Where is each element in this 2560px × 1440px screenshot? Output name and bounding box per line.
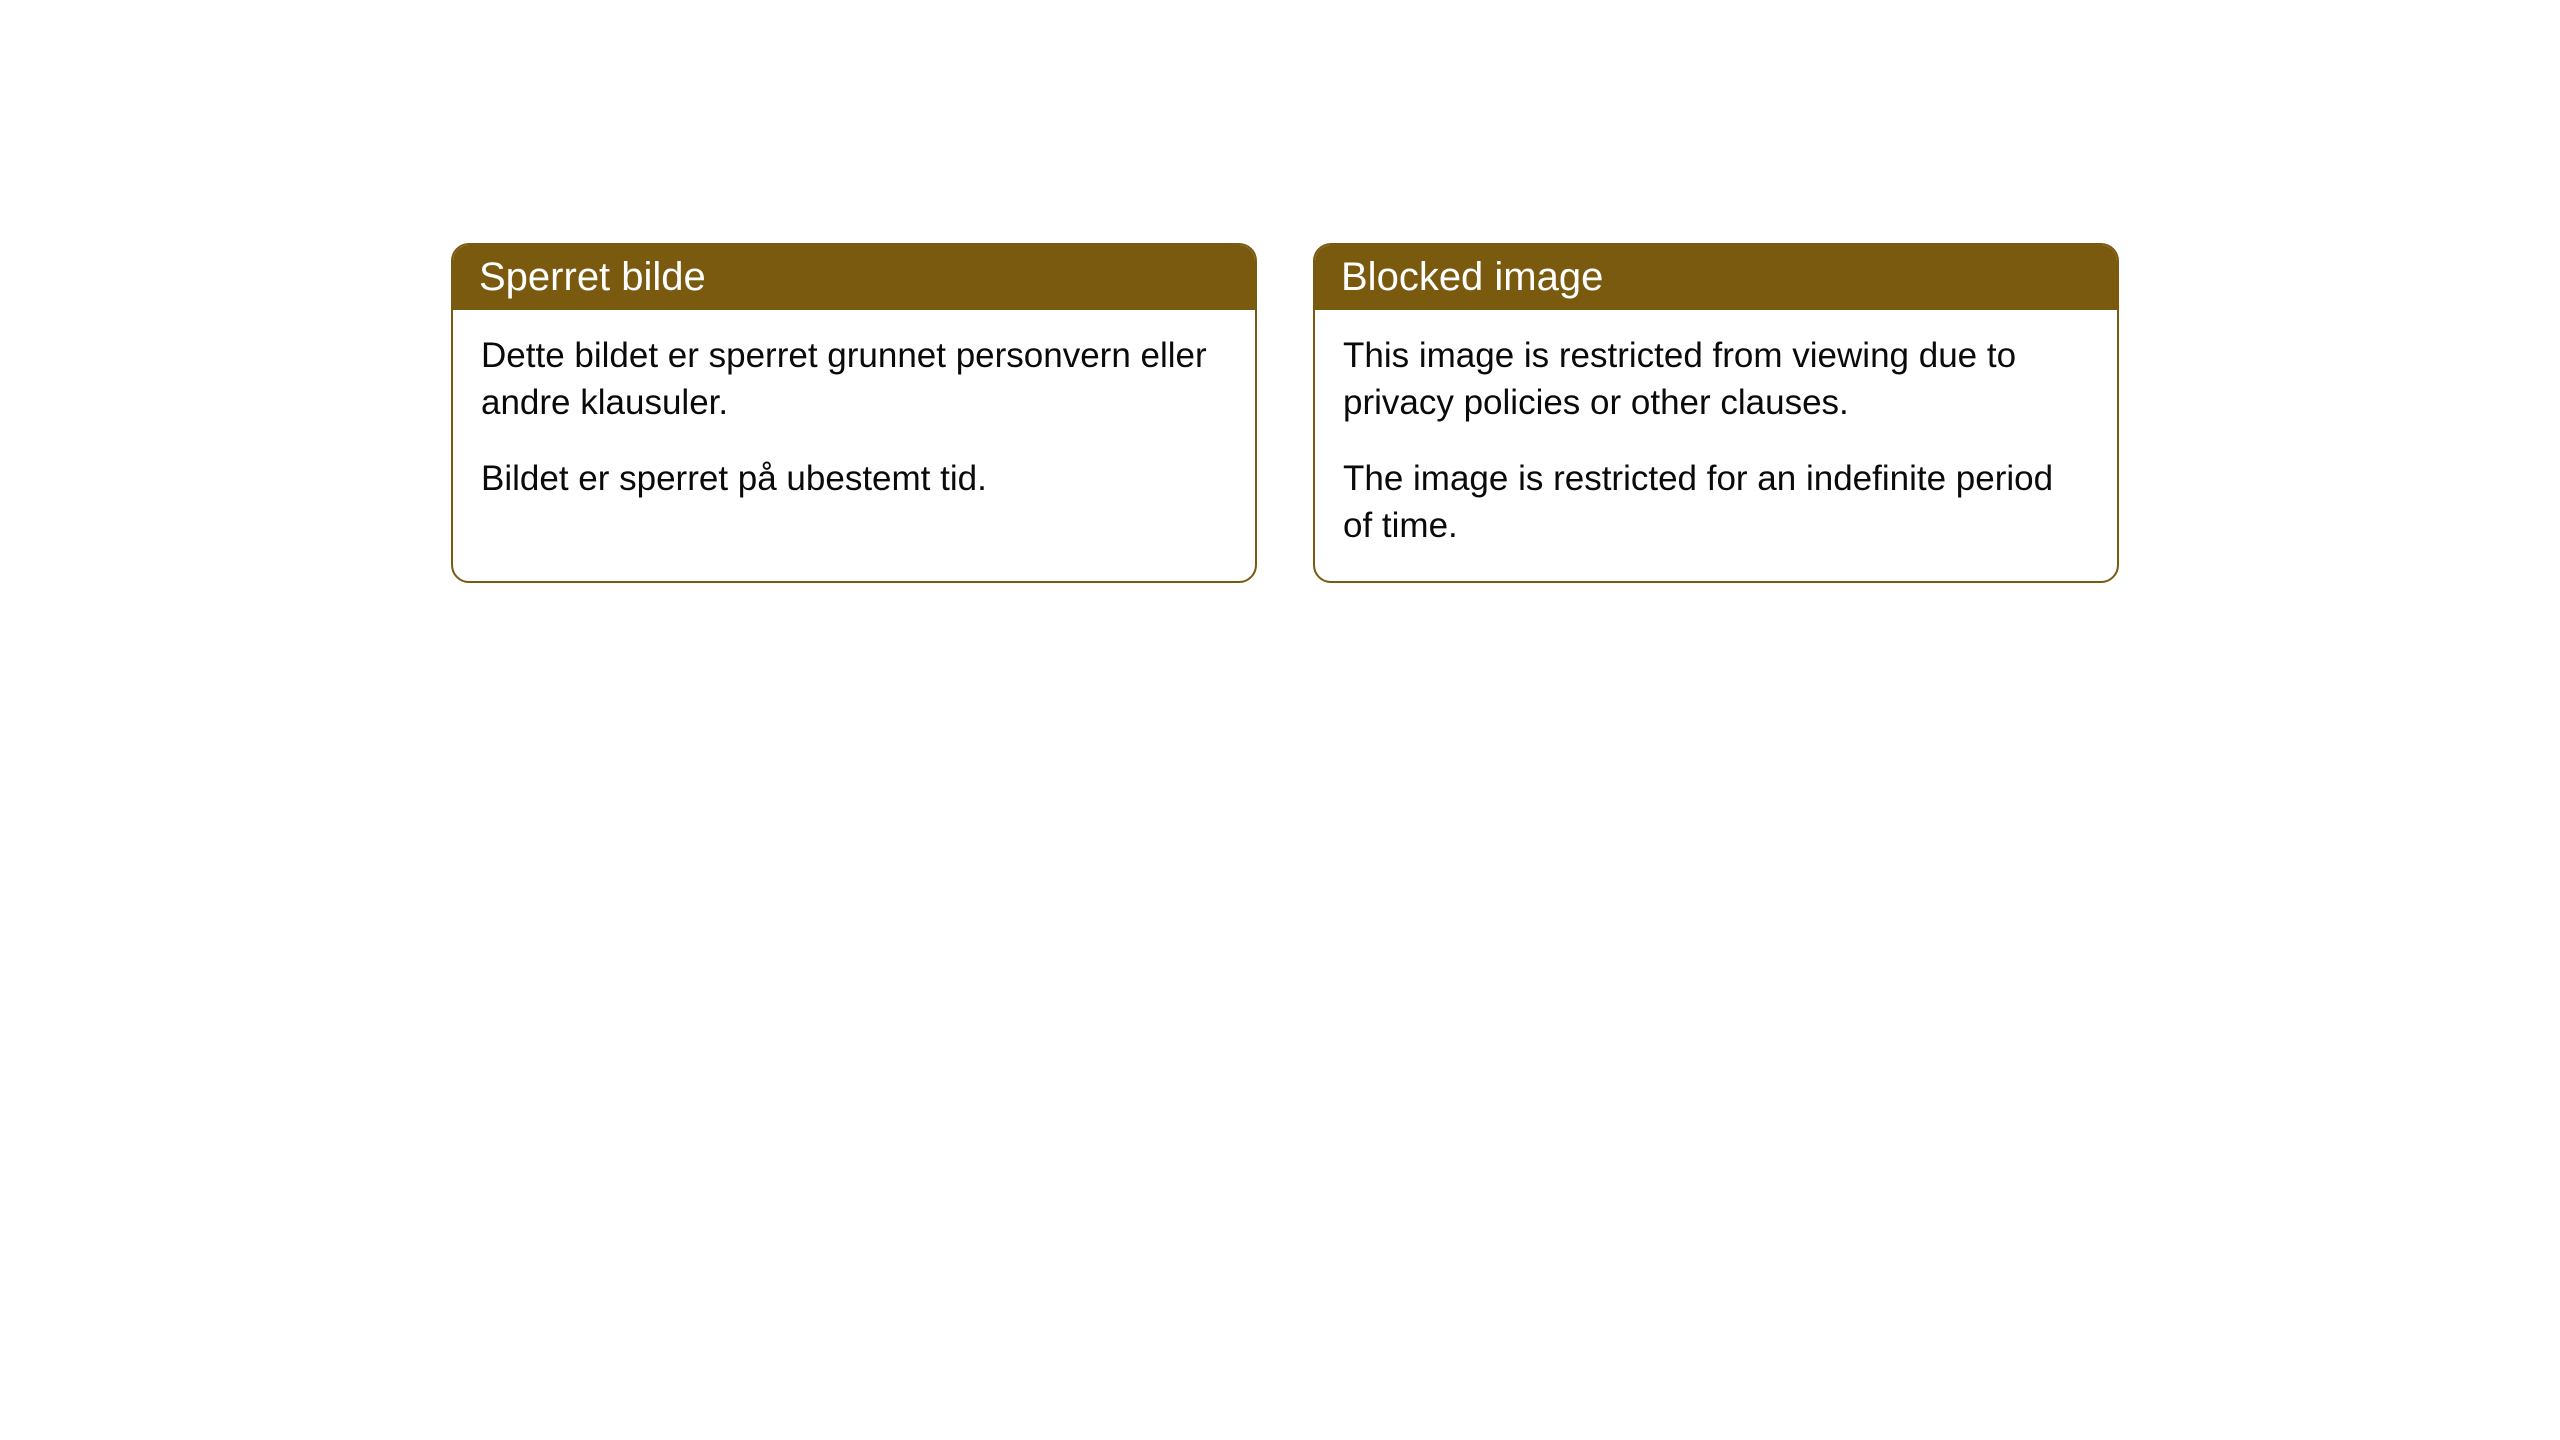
card-header: Sperret bilde	[453, 245, 1255, 310]
card-paragraph: Dette bildet er sperret grunnet personve…	[481, 332, 1227, 427]
notice-card-english: Blocked image This image is restricted f…	[1313, 243, 2119, 583]
notice-cards-container: Sperret bilde Dette bildet er sperret gr…	[451, 243, 2119, 583]
card-header: Blocked image	[1315, 245, 2117, 310]
card-paragraph: This image is restricted from viewing du…	[1343, 332, 2089, 427]
card-body: This image is restricted from viewing du…	[1315, 310, 2117, 581]
card-paragraph: Bildet er sperret på ubestemt tid.	[481, 455, 1227, 502]
notice-card-norwegian: Sperret bilde Dette bildet er sperret gr…	[451, 243, 1257, 583]
card-title: Sperret bilde	[479, 255, 706, 299]
card-body: Dette bildet er sperret grunnet personve…	[453, 310, 1255, 534]
card-paragraph: The image is restricted for an indefinit…	[1343, 455, 2089, 550]
card-title: Blocked image	[1341, 255, 1603, 299]
